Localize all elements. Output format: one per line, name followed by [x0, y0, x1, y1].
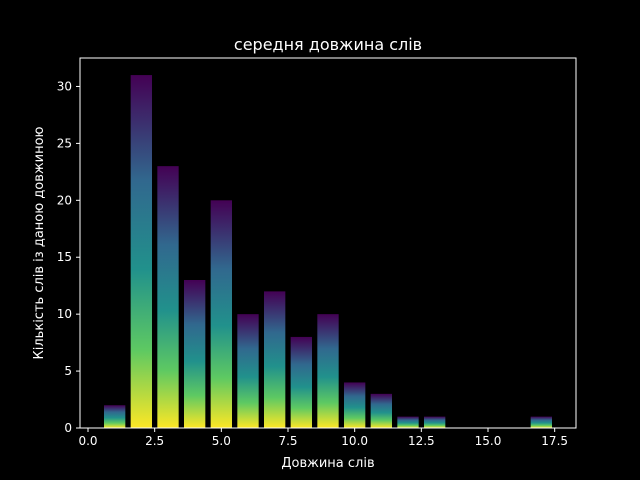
bar-9: [317, 314, 339, 428]
bar-12: [397, 416, 419, 428]
chart-title: середня довжина слів: [234, 35, 422, 54]
y-tick-label: 25: [57, 136, 72, 150]
bar-1: [104, 405, 126, 428]
y-axis-label: Кількість слів із даною довжиною: [32, 126, 47, 359]
x-tick-label: 15.0: [475, 434, 502, 448]
bar-5: [210, 200, 232, 428]
y-tick-label: 30: [57, 79, 72, 93]
bar-11: [370, 393, 392, 428]
y-tick-label: 5: [64, 364, 72, 378]
bar-10: [344, 382, 366, 428]
bar-2: [130, 75, 152, 429]
y-tick-label: 20: [57, 193, 72, 207]
y-tick-label: 15: [57, 250, 72, 264]
bar-3: [157, 166, 179, 428]
bars-group: [104, 75, 552, 429]
x-tick-label: 7.5: [278, 434, 297, 448]
bar-7: [264, 291, 286, 428]
x-tick-label: 2.5: [145, 434, 164, 448]
x-tick-label: 0.0: [78, 434, 97, 448]
bar-6: [237, 314, 259, 428]
bar-13: [424, 416, 446, 428]
y-axis-ticks: 0 5 10 15 20 25 30: [57, 79, 80, 435]
bar-4: [184, 280, 206, 428]
bar-8: [290, 336, 312, 428]
x-tick-label: 12.5: [408, 434, 435, 448]
x-axis-ticks: 0.0 2.5 5.0 7.5 10.0 12.5 15.0 17.5: [78, 428, 568, 448]
y-tick-label: 0: [64, 421, 72, 435]
y-tick-label: 10: [57, 307, 72, 321]
x-tick-label: 17.5: [541, 434, 568, 448]
x-tick-label: 5.0: [212, 434, 231, 448]
x-axis-label: Довжина слів: [281, 456, 374, 471]
bar-17: [530, 416, 552, 428]
plot-frame: [79, 57, 577, 429]
x-tick-label: 10.0: [341, 434, 368, 448]
